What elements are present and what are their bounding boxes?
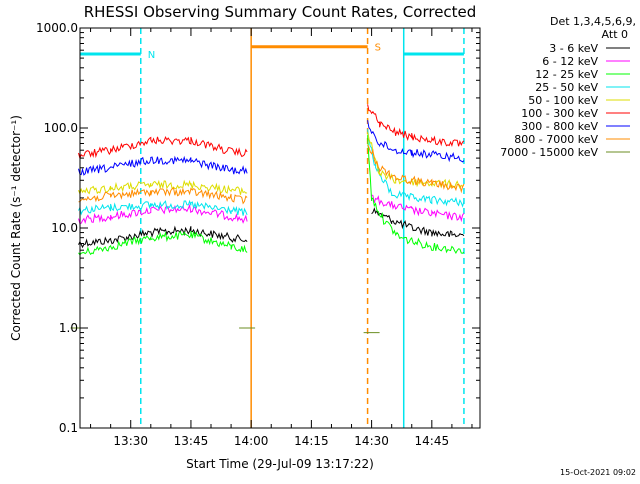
series-line-5 bbox=[78, 104, 465, 160]
status-bar-label-1: N bbox=[148, 50, 155, 61]
legend-header-line-1: Det 1,3,4,5,6,9, bbox=[550, 15, 636, 28]
x-tick-label-1: 13:45 bbox=[174, 434, 209, 448]
x-tick-label-2: 14:00 bbox=[234, 434, 269, 448]
legend-label-1: 6 - 12 keV bbox=[542, 55, 598, 68]
series-line-1 bbox=[78, 194, 465, 225]
legend-label-5: 100 - 300 keV bbox=[521, 107, 598, 120]
y-axis-label: Corrected Count Rate (s⁻¹ detector⁻¹) bbox=[9, 115, 23, 341]
legend-label-2: 12 - 25 keV bbox=[535, 68, 598, 81]
timestamp: 15-Oct-2021 09:02 bbox=[560, 468, 636, 477]
legend-label-4: 50 - 100 keV bbox=[528, 94, 598, 107]
y-tick-label-0: 0.1 bbox=[59, 421, 78, 435]
x-tick-label-4: 14:30 bbox=[354, 434, 389, 448]
series-line-2 bbox=[78, 134, 465, 256]
series-line-6 bbox=[78, 120, 465, 176]
x-tick-label-3: 14:15 bbox=[294, 434, 329, 448]
y-tick-label-4: 1000.0 bbox=[36, 21, 78, 35]
series-line-3 bbox=[78, 129, 465, 216]
series-line-0 bbox=[78, 207, 465, 249]
x-tick-label-0: 13:30 bbox=[113, 434, 148, 448]
legend-label-0: 3 - 6 keV bbox=[549, 42, 598, 55]
legend-label-6: 300 - 800 keV bbox=[521, 120, 598, 133]
series-line-7 bbox=[78, 144, 465, 205]
status-bar-label-2: S bbox=[375, 43, 381, 54]
legend-label-8: 7000 - 15000 keV bbox=[500, 146, 598, 159]
y-tick-label-1: 1.0 bbox=[59, 321, 78, 335]
legend-header-line-2: Att 0 bbox=[602, 28, 628, 41]
x-tick-label-5: 14:45 bbox=[415, 434, 450, 448]
y-tick-label-3: 100.0 bbox=[44, 121, 78, 135]
y-tick-label-2: 10.0 bbox=[51, 221, 78, 235]
chart-title: RHESSI Observing Summary Count Rates, Co… bbox=[84, 3, 477, 21]
legend-label-7: 800 - 7000 keV bbox=[514, 133, 598, 146]
legend-label-3: 25 - 50 keV bbox=[535, 81, 598, 94]
x-axis-label: Start Time (29-Jul-09 13:17:22) bbox=[186, 457, 374, 471]
